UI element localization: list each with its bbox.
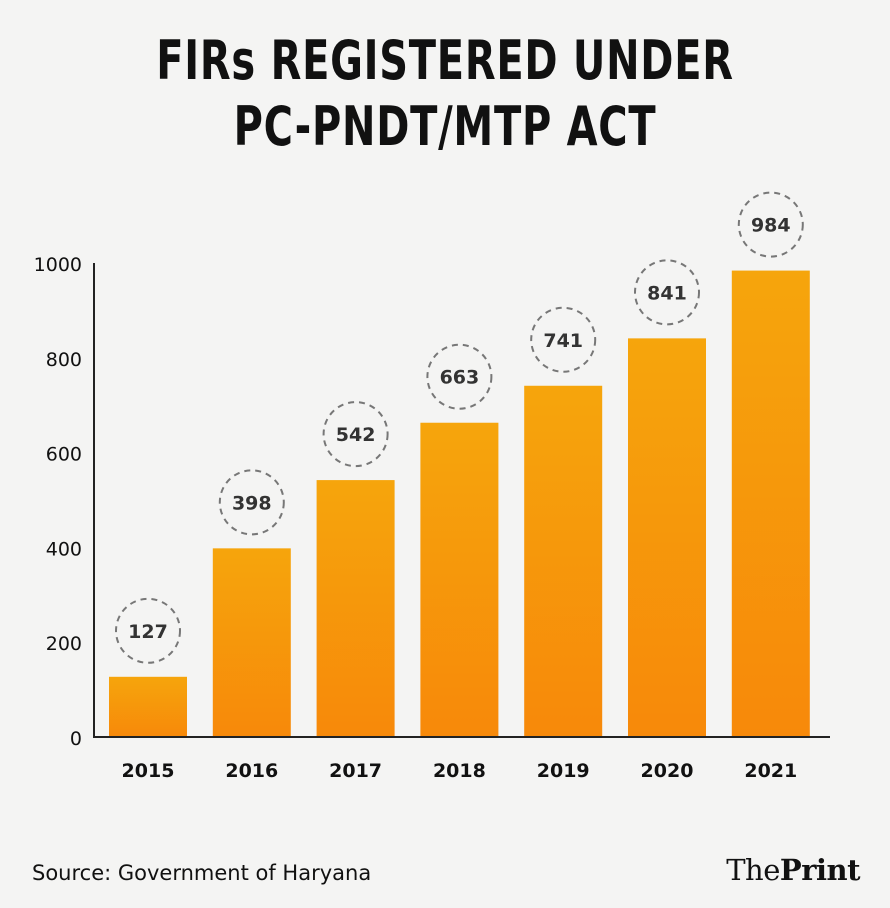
chart-title: FIRs REGISTERED UNDER PC-PNDT/MTP ACT bbox=[0, 28, 890, 160]
data-label: 542 bbox=[336, 424, 376, 446]
x-tick-label: 2019 bbox=[537, 760, 590, 782]
bars bbox=[109, 270, 810, 737]
y-tick-label: 200 bbox=[46, 633, 82, 655]
bar-2015 bbox=[109, 676, 187, 737]
bar-2020 bbox=[628, 338, 706, 737]
x-tick-label: 2018 bbox=[433, 760, 486, 782]
y-tick-label: 1000 bbox=[34, 254, 82, 276]
bar-2017 bbox=[316, 480, 395, 737]
chart-title-line-1: FIRs REGISTERED UNDER bbox=[156, 29, 734, 92]
data-label-circle bbox=[218, 469, 285, 536]
data-label: 984 bbox=[751, 215, 791, 237]
bar-2016 bbox=[212, 548, 291, 737]
data-label-circle bbox=[737, 191, 804, 258]
data-label-circle bbox=[322, 401, 389, 468]
theprint-logo: ThePrint bbox=[726, 853, 860, 887]
data-label: 841 bbox=[647, 282, 687, 304]
data-label: 127 bbox=[128, 621, 168, 643]
logo-print: Print bbox=[779, 853, 861, 887]
x-tick-label: 2021 bbox=[744, 760, 797, 782]
y-tick-label: 600 bbox=[46, 444, 82, 466]
y-tick-label: 800 bbox=[46, 349, 82, 371]
bar-2021 bbox=[731, 270, 810, 737]
data-labels: 127 398 542 663 741 841 984 bbox=[115, 191, 804, 664]
y-axis-ticks: 0 200 400 600 800 1000 bbox=[34, 254, 82, 750]
data-label: 398 bbox=[232, 492, 272, 514]
data-label-circle bbox=[530, 306, 597, 373]
x-tick-label: 2020 bbox=[641, 760, 694, 782]
data-label-circle bbox=[634, 259, 700, 326]
chart-title-line-2: PC-PNDT/MTP ACT bbox=[233, 95, 657, 158]
data-label-circle bbox=[115, 597, 181, 664]
x-tick-label: 2017 bbox=[329, 760, 382, 782]
data-label: 741 bbox=[543, 330, 583, 352]
data-label: 663 bbox=[440, 367, 480, 389]
x-tick-label: 2015 bbox=[122, 760, 175, 782]
bar-2019 bbox=[524, 385, 603, 737]
data-label-circle bbox=[426, 343, 493, 410]
logo-the: The bbox=[726, 853, 780, 887]
bar-2018 bbox=[420, 422, 499, 737]
x-tick-label: 2016 bbox=[225, 760, 278, 782]
x-axis-ticks: 2015 2016 2017 2018 2019 2020 2021 bbox=[122, 760, 798, 782]
source-note: Source: Government of Haryana bbox=[32, 861, 372, 885]
y-tick-label: 0 bbox=[70, 728, 82, 750]
y-tick-label: 400 bbox=[46, 538, 82, 560]
